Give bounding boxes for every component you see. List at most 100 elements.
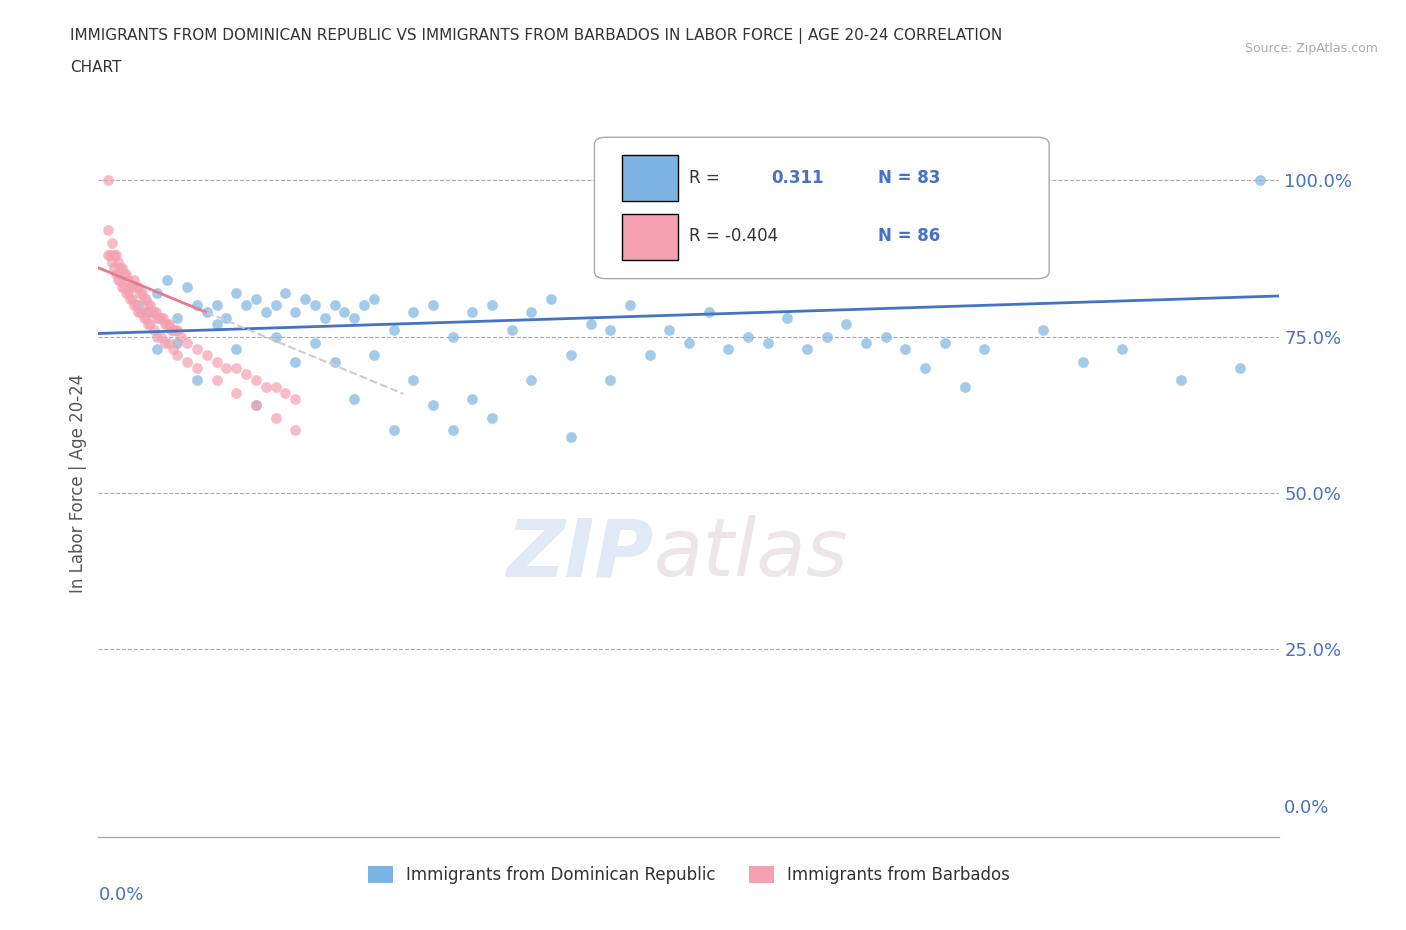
Point: [776, 311, 799, 325]
Point: [855, 336, 877, 351]
Point: [146, 341, 169, 356]
Point: [225, 385, 247, 400]
Point: [205, 298, 228, 312]
Point: [333, 304, 356, 319]
Point: [343, 311, 366, 325]
Point: [125, 279, 148, 294]
Point: [166, 348, 188, 363]
Point: [973, 341, 995, 356]
Point: [117, 272, 139, 287]
Point: [264, 329, 287, 344]
Point: [138, 298, 160, 312]
Point: [422, 298, 444, 312]
Point: [101, 235, 124, 250]
Point: [108, 272, 131, 287]
Text: atlas: atlas: [654, 515, 848, 593]
Point: [225, 341, 247, 356]
Point: [540, 292, 562, 307]
Point: [146, 311, 169, 325]
Point: [127, 298, 149, 312]
Point: [186, 298, 208, 312]
Point: [274, 385, 297, 400]
Point: [156, 272, 179, 287]
Y-axis label: In Labor Force | Age 20-24: In Labor Force | Age 20-24: [69, 374, 87, 593]
Point: [165, 323, 187, 338]
Point: [796, 341, 818, 356]
Point: [382, 423, 405, 438]
Point: [150, 329, 173, 344]
Point: [235, 298, 257, 312]
Point: [141, 304, 163, 319]
Point: [245, 292, 267, 307]
Point: [520, 373, 543, 388]
Text: IMMIGRANTS FROM DOMINICAN REPUBLIC VS IMMIGRANTS FROM BARBADOS IN LABOR FORCE | : IMMIGRANTS FROM DOMINICAN REPUBLIC VS IM…: [70, 28, 1002, 44]
Point: [170, 329, 193, 344]
Point: [166, 311, 188, 325]
Point: [697, 304, 720, 319]
Point: [264, 298, 287, 312]
Point: [678, 336, 700, 351]
Point: [953, 379, 976, 394]
Point: [205, 373, 228, 388]
Point: [98, 248, 121, 263]
Point: [152, 311, 174, 325]
Point: [136, 298, 159, 312]
Point: [132, 311, 155, 325]
Point: [176, 354, 198, 369]
Point: [97, 248, 120, 263]
Point: [121, 292, 143, 307]
Point: [162, 341, 184, 356]
Point: [520, 304, 543, 319]
Point: [284, 354, 307, 369]
Point: [1170, 373, 1192, 388]
Point: [314, 311, 336, 325]
Point: [127, 279, 149, 294]
Point: [815, 329, 838, 344]
Point: [155, 336, 177, 351]
Point: [638, 348, 661, 363]
FancyBboxPatch shape: [621, 214, 678, 259]
Point: [717, 341, 740, 356]
Point: [264, 379, 287, 394]
Point: [128, 304, 150, 319]
Point: [155, 316, 177, 331]
Point: [176, 336, 198, 351]
Point: [176, 279, 198, 294]
Text: R = -0.404: R = -0.404: [689, 227, 778, 246]
Point: [254, 304, 277, 319]
Point: [304, 336, 326, 351]
Point: [112, 279, 135, 294]
Point: [156, 316, 179, 331]
Point: [481, 410, 503, 425]
Point: [579, 316, 602, 331]
Point: [343, 392, 366, 406]
Point: [121, 279, 143, 294]
Point: [599, 323, 621, 338]
Point: [274, 286, 297, 300]
Point: [103, 248, 125, 263]
Point: [142, 304, 165, 319]
Point: [560, 348, 582, 363]
Point: [461, 392, 484, 406]
FancyBboxPatch shape: [595, 138, 1049, 279]
Point: [160, 323, 183, 338]
Point: [245, 398, 267, 413]
Point: [894, 341, 917, 356]
Point: [136, 316, 159, 331]
Point: [138, 316, 160, 331]
Point: [112, 267, 135, 282]
Point: [131, 304, 153, 319]
Point: [501, 323, 523, 338]
Point: [101, 254, 124, 269]
Point: [131, 286, 153, 300]
Point: [136, 304, 159, 319]
Point: [162, 323, 184, 338]
Point: [157, 336, 180, 351]
Point: [254, 379, 277, 394]
Point: [1071, 354, 1094, 369]
Point: [1032, 323, 1054, 338]
Point: [146, 329, 169, 344]
Point: [125, 298, 148, 312]
Point: [122, 272, 145, 287]
Legend: Immigrants from Dominican Republic, Immigrants from Barbados: Immigrants from Dominican Republic, Immi…: [361, 859, 1017, 891]
